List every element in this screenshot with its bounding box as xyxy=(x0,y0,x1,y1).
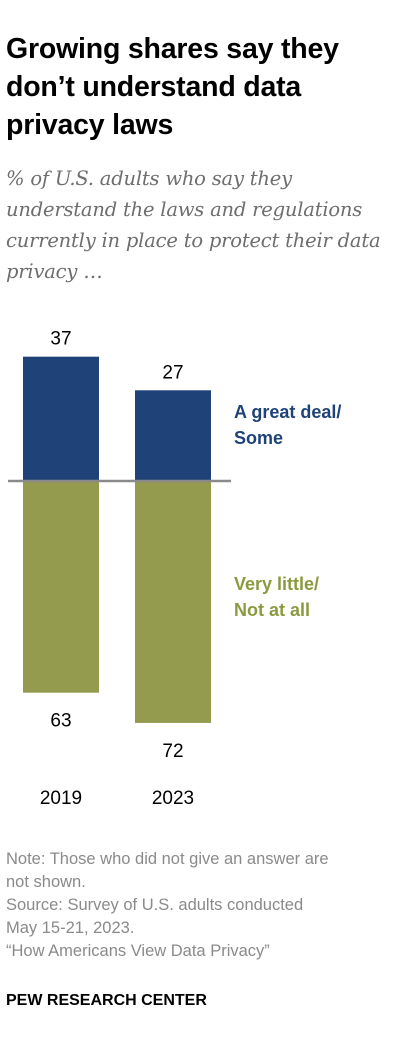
bar-2023-great-deal-some xyxy=(135,390,211,481)
pew-research-center-logo-text: PEW RESEARCH CENTER xyxy=(6,992,207,1009)
data-label-2023-great-deal-some: 27 xyxy=(162,362,183,383)
series-label-very-little-not-at-all: Very little/Not at all xyxy=(234,574,319,620)
data-label-2019-very-little-not-at-all: 63 xyxy=(50,711,71,732)
x-tick-label-2019: 2019 xyxy=(40,788,82,809)
bar-2019-very-little-not-at-all xyxy=(23,481,99,693)
x-tick-label-2023: 2023 xyxy=(152,788,194,809)
note-line-1: Note: Those who did not give an answer a… xyxy=(6,850,329,868)
chart-subtitle: % of U.S. adults who say they understand… xyxy=(6,167,381,283)
source-line-2: May 15-21, 2023. xyxy=(6,919,135,937)
data-label-2023-very-little-not-at-all: 72 xyxy=(162,741,183,762)
chart-title: Growing shares say they don’t understand… xyxy=(6,33,339,141)
bar-2019-great-deal-some xyxy=(23,356,99,481)
series-label-great-deal-some: A great deal/Some xyxy=(234,402,341,448)
data-label-2019-great-deal-some: 37 xyxy=(50,329,71,350)
bar-2023-very-little-not-at-all xyxy=(135,481,211,723)
diverging-bar-chart: 37 63 2019 27 72 2023 A great deal/Some Very li… xyxy=(8,329,341,809)
source-line-1: Source: Survey of U.S. adults conducted xyxy=(6,896,304,914)
report-title: “How Americans View Data Privacy” xyxy=(6,942,270,960)
note-line-2: not shown. xyxy=(6,873,86,891)
footnotes: Note: Those who did not give an answer a… xyxy=(6,848,398,963)
